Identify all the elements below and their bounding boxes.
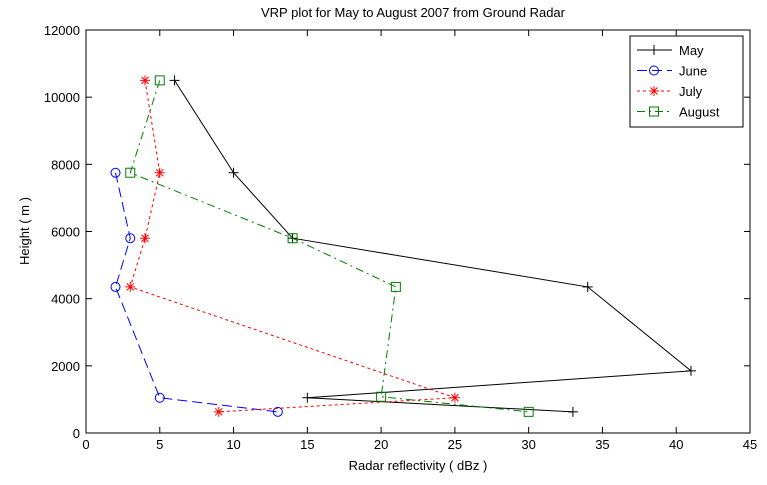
y-tick-label: 2000 — [51, 359, 80, 374]
series-may-marker — [567, 406, 578, 417]
chart-title: VRP plot for May to August 2007 from Gro… — [261, 5, 566, 20]
y-tick-label: 8000 — [51, 157, 80, 172]
series-august-marker — [390, 281, 401, 292]
legend-june-marker — [649, 65, 659, 76]
legend-may-label: May — [679, 43, 704, 58]
series-july-marker — [140, 233, 151, 244]
series-july-marker — [213, 406, 224, 417]
x-tick-label: 25 — [448, 437, 462, 452]
series-june-marker — [110, 281, 121, 292]
series-group — [110, 75, 696, 417]
series-july-line — [129, 80, 456, 413]
legend-june-label: June — [679, 64, 707, 79]
series-august — [125, 75, 534, 417]
y-tick-label: 0 — [73, 426, 80, 441]
series-july-marker — [449, 392, 460, 403]
x-tick-label: 40 — [669, 437, 683, 452]
x-tick-label: 30 — [521, 437, 535, 452]
x-tick-label: 35 — [595, 437, 609, 452]
legend-june: June — [637, 64, 707, 79]
x-tick-label: 10 — [226, 437, 240, 452]
x-tick-label: 0 — [82, 437, 89, 452]
series-may-marker — [302, 392, 313, 403]
y-tick-label: 6000 — [51, 225, 80, 240]
y-tick-label: 10000 — [44, 90, 80, 105]
legend-box — [629, 35, 744, 128]
series-july-marker — [125, 281, 136, 292]
series-august-marker — [523, 406, 534, 417]
y-tick-label: 4000 — [51, 292, 80, 307]
axes: 0 5 10 15 20 25 30 35 40 45 0 2000 4000 6000 8000 10000… — [44, 23, 757, 452]
series-august-marker — [125, 167, 136, 178]
series-june — [110, 167, 283, 417]
x-tick-label: 15 — [300, 437, 314, 452]
series-july-marker — [154, 167, 165, 178]
series-june-line — [114, 172, 278, 413]
legend: May June July August — [629, 35, 744, 128]
series-august-marker — [287, 233, 298, 244]
legend-may-marker — [649, 45, 659, 55]
series-august-line — [129, 80, 529, 413]
series-may-marker — [582, 281, 593, 292]
legend-august: August — [637, 105, 720, 120]
legend-may: May — [637, 43, 704, 58]
y-tick-label: 12000 — [44, 23, 80, 38]
legend-july: July — [637, 84, 703, 99]
series-may-marker — [169, 75, 180, 86]
series-june-marker — [125, 233, 136, 244]
x-axis-label: Radar reflectivity ( dBz ) — [349, 458, 488, 473]
legend-july-marker — [649, 86, 659, 96]
legend-july-label: July — [679, 84, 703, 99]
x-tick-label: 20 — [374, 437, 388, 452]
x-tick-label: 45 — [743, 437, 757, 452]
series-may-marker — [685, 365, 696, 376]
x-tick-label: 5 — [156, 437, 163, 452]
series-july — [125, 75, 460, 417]
series-may-marker — [228, 167, 239, 178]
y-axis-label: Height ( m ) — [17, 197, 32, 265]
series-june-marker — [110, 167, 121, 178]
series-june-marker — [154, 392, 165, 403]
legend-august-label: August — [679, 105, 720, 120]
series-june-marker — [272, 406, 283, 417]
series-july-marker — [140, 75, 151, 86]
series-august-marker — [376, 391, 387, 402]
series-august-marker — [154, 75, 165, 86]
legend-august-marker — [649, 106, 659, 117]
